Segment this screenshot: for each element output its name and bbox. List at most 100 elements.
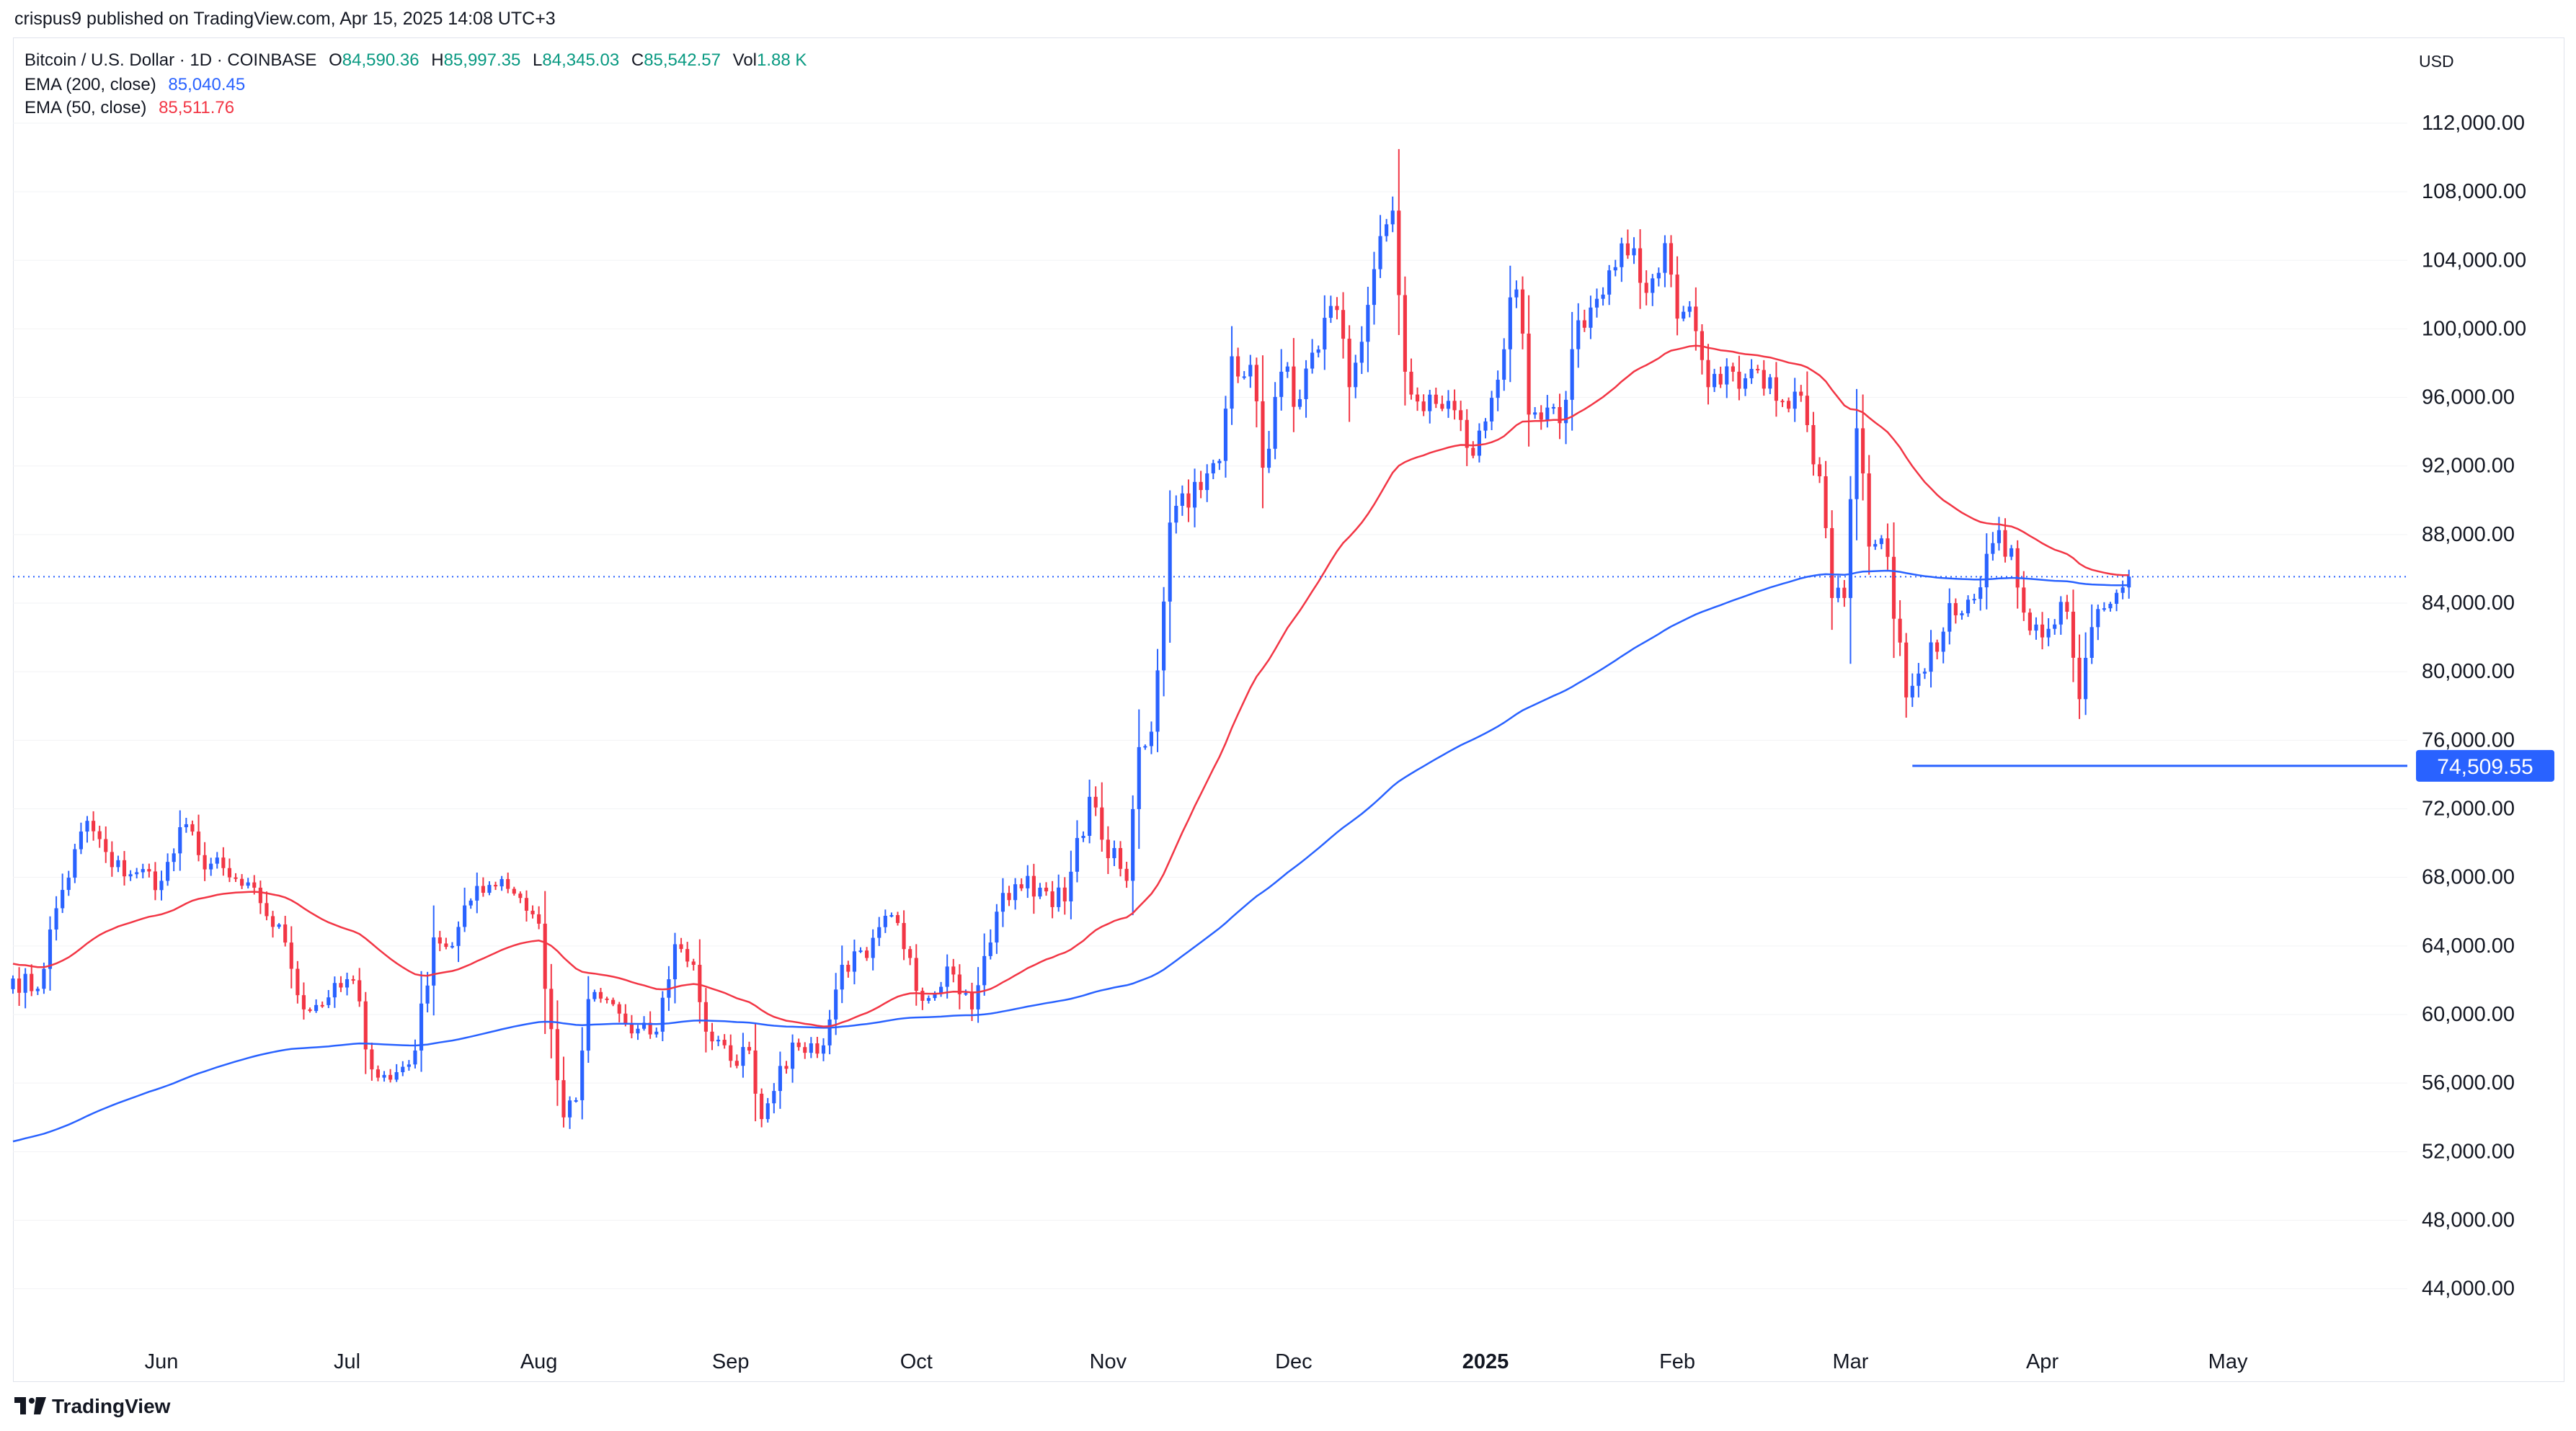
candle — [889, 912, 894, 918]
y-tick-label: 80,000.00 — [2422, 660, 2515, 683]
candle — [1266, 431, 1271, 473]
y-tick-label: 108,000.00 — [2422, 180, 2526, 203]
candle-body — [1446, 401, 1451, 409]
tradingview-logo[interactable]: TradingView — [14, 1395, 170, 1418]
candle — [530, 905, 535, 919]
candle — [1310, 339, 1315, 374]
candle-body — [1236, 356, 1240, 377]
candle — [1625, 229, 1630, 259]
candle-body — [85, 821, 89, 832]
candle — [209, 857, 213, 876]
candle-body — [1366, 305, 1370, 342]
candle — [246, 878, 250, 889]
candle — [2034, 617, 2038, 640]
candle-body — [1328, 306, 1333, 318]
candle-body — [1793, 391, 1797, 409]
candle-body — [240, 878, 244, 886]
candle — [493, 881, 498, 891]
ema200-layer — [12, 569, 2129, 1143]
candle-body — [1620, 243, 1624, 267]
candle-body — [382, 1074, 386, 1078]
candle-body — [796, 1042, 801, 1048]
candle — [339, 976, 343, 992]
candle — [1168, 490, 1172, 643]
candle — [753, 1023, 758, 1122]
candle — [1186, 479, 1191, 522]
candle — [1149, 721, 1154, 754]
currency-selector[interactable]: USD — [2419, 52, 2454, 71]
candle-body — [1180, 493, 1184, 507]
candle — [296, 960, 300, 1004]
candle — [66, 870, 71, 896]
candle-body — [246, 882, 250, 886]
candle — [54, 896, 58, 941]
candle — [1848, 476, 1853, 664]
candle — [1489, 391, 1494, 430]
candle-body — [1830, 527, 1834, 598]
candle — [413, 1039, 417, 1069]
candle — [648, 1011, 652, 1039]
candle-body — [951, 966, 956, 975]
candle — [1038, 883, 1042, 899]
y-tick-label: 44,000.00 — [2422, 1278, 2515, 1301]
candle — [877, 917, 881, 946]
candle-body — [289, 942, 293, 969]
candle — [1236, 347, 1240, 383]
support-price-label: 74,509.55 — [2437, 755, 2533, 779]
candle — [1855, 388, 1859, 540]
candle-body — [543, 923, 547, 989]
candle-body — [703, 1002, 708, 1032]
legend-ema200-row: EMA (200, close) 85,040.45 — [25, 75, 245, 95]
candle-body — [1941, 631, 1945, 652]
candle-body — [660, 997, 665, 1032]
candle-body — [1496, 380, 1500, 398]
x-tick-label: Aug — [520, 1350, 558, 1373]
candle-body — [209, 863, 213, 870]
candle — [1632, 237, 1636, 264]
candle-body — [2114, 592, 2119, 605]
candle-body — [1749, 368, 1754, 378]
candle — [432, 905, 436, 1016]
candle — [951, 958, 956, 983]
candle-body — [567, 1100, 572, 1118]
candle — [2071, 589, 2076, 682]
candle — [327, 990, 331, 1009]
candle — [203, 842, 207, 881]
candle — [1452, 389, 1457, 420]
candle — [809, 1037, 813, 1058]
candle — [518, 891, 523, 904]
candle — [1347, 325, 1351, 422]
candle-body — [1385, 224, 1389, 236]
tradingview-logo-text: TradingView — [52, 1395, 171, 1417]
candle-body — [1347, 339, 1351, 388]
candle-body — [1242, 376, 1246, 378]
candle — [1589, 295, 1593, 339]
y-tick-label: 92,000.00 — [2422, 455, 2515, 478]
candle-body — [1675, 275, 1679, 319]
candle-body — [592, 991, 597, 999]
candle-body — [1031, 875, 1036, 897]
candle — [580, 1027, 585, 1120]
candle-body — [48, 930, 53, 969]
candle-body — [394, 1072, 399, 1080]
candle-body — [1415, 394, 1420, 402]
candle — [1656, 267, 1661, 287]
candle — [196, 814, 201, 862]
candle-body — [1440, 404, 1444, 409]
candle-body — [35, 989, 40, 991]
candle-body — [679, 944, 683, 950]
candle — [716, 1035, 721, 1046]
candle-body — [1335, 306, 1339, 311]
candle — [1960, 610, 1964, 620]
candle-body — [2096, 609, 2100, 628]
candle-body — [116, 860, 120, 868]
candle — [172, 848, 176, 872]
candle-body — [765, 1103, 770, 1120]
candle — [883, 909, 887, 933]
candle-body — [821, 1045, 826, 1054]
candle-body — [1403, 295, 1407, 372]
candle — [1594, 288, 1599, 318]
candle-body — [1910, 685, 1914, 697]
candle-body — [1341, 310, 1346, 339]
